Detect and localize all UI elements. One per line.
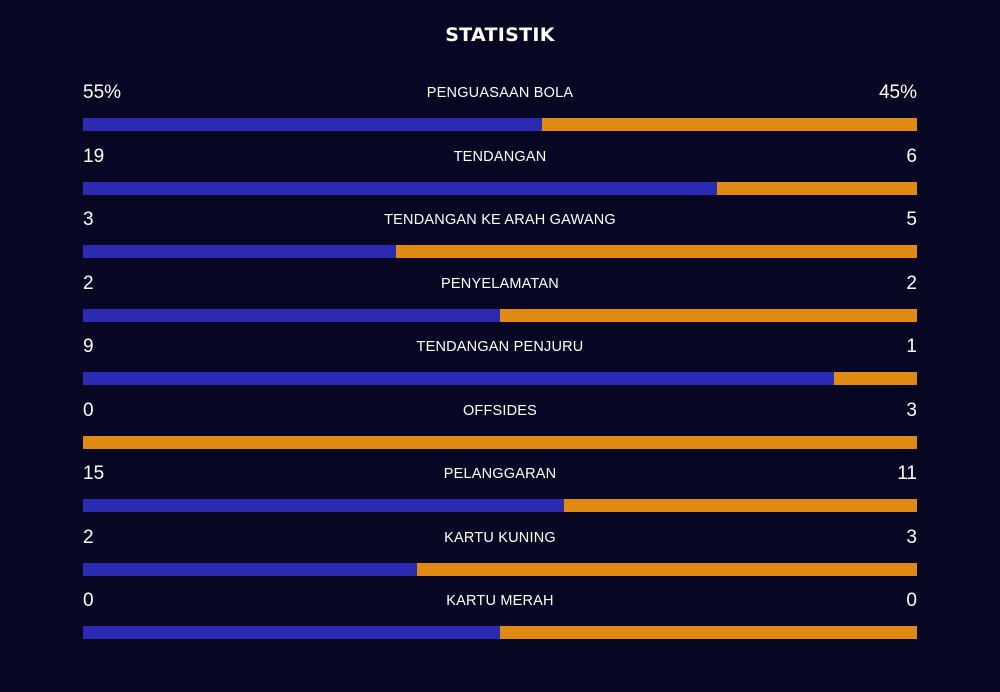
stat-row-possession: 55% PENGUASAAN BOLA 45%: [83, 80, 917, 144]
comparison-bar: [83, 499, 917, 512]
away-value: 2: [906, 272, 917, 294]
home-value: 0: [83, 590, 94, 611]
home-bar-fill: [83, 626, 500, 639]
away-value: 0: [906, 590, 917, 611]
stat-label: TENDANGAN KE ARAH GAWANG: [384, 212, 616, 228]
away-bar-fill: [564, 499, 917, 512]
home-bar-fill: [83, 181, 717, 195]
home-value: 2: [83, 272, 94, 294]
away-value: 3: [906, 399, 917, 421]
stat-label: PENGUASAAN BOLA: [426, 85, 574, 101]
away-value: 3: [906, 526, 917, 548]
stat-row-fouls: 15 PELANGGARAN 11: [83, 461, 917, 525]
comparison-bar: [83, 372, 917, 385]
home-bar-fill: [83, 245, 396, 258]
stat-row-offsides: 0 OFFSIDES 3: [83, 398, 917, 462]
home-value: 2: [83, 526, 94, 548]
away-bar-fill: [541, 118, 917, 131]
comparison-bar: [83, 245, 917, 258]
home-bar-fill: [83, 118, 542, 131]
comparison-bar: [83, 308, 917, 322]
home-bar-fill: [83, 499, 565, 512]
stat-label: PELANGGARAN: [443, 466, 557, 482]
away-bar-fill: [395, 245, 917, 258]
stat-row-shots: 19 TENDANGAN 6: [83, 144, 917, 208]
stat-row-shots-on-target: 3 TENDANGAN KE ARAH GAWANG 5: [83, 207, 917, 271]
home-bar-fill: [83, 308, 500, 322]
stat-label: TENDANGAN: [453, 148, 547, 165]
home-value: 0: [83, 399, 94, 421]
away-value: 5: [906, 209, 917, 230]
stat-row-corners: 9 TENDANGAN PENJURU 1: [83, 334, 917, 398]
comparison-bar: [83, 562, 917, 576]
comparison-bar: [83, 181, 917, 195]
stat-label: KARTU KUNING: [444, 529, 556, 546]
away-bar-fill: [83, 435, 917, 449]
stat-row-saves: 2 PENYELAMATAN 2: [83, 271, 917, 335]
away-bar-fill: [416, 562, 917, 576]
away-bar-fill: [716, 181, 917, 195]
stat-label: TENDANGAN PENJURU: [416, 339, 584, 355]
comparison-bar: [83, 626, 917, 639]
comparison-bar: [83, 118, 917, 131]
away-bar-fill: [500, 626, 917, 639]
away-bar-fill: [833, 372, 917, 385]
home-bar-fill: [83, 562, 417, 576]
stat-label: KARTU MERAH: [446, 593, 554, 609]
home-bar-fill: [83, 372, 834, 385]
stat-row-yellow-cards: 2 KARTU KUNING 3: [83, 525, 917, 589]
stat-label: PENYELAMATAN: [441, 275, 559, 292]
page-title: STATISTIK: [445, 24, 555, 46]
away-value: 1: [906, 336, 917, 357]
stat-row-red-cards: 0 KARTU MERAH 0: [83, 588, 917, 652]
away-value: 45%: [878, 82, 917, 103]
home-value: 55%: [83, 82, 122, 103]
away-value: 6: [906, 145, 917, 167]
home-value: 9: [83, 336, 94, 357]
home-value: 19: [83, 145, 105, 167]
stat-label: OFFSIDES: [462, 402, 538, 419]
away-bar-fill: [500, 308, 917, 322]
away-value: 11: [897, 463, 917, 484]
home-value: 3: [83, 209, 94, 230]
stats-list: 55% PENGUASAAN BOLA 45% 19 TENDANGAN 6: [83, 80, 917, 652]
home-value: 15: [83, 463, 105, 484]
comparison-bar: [83, 435, 917, 449]
